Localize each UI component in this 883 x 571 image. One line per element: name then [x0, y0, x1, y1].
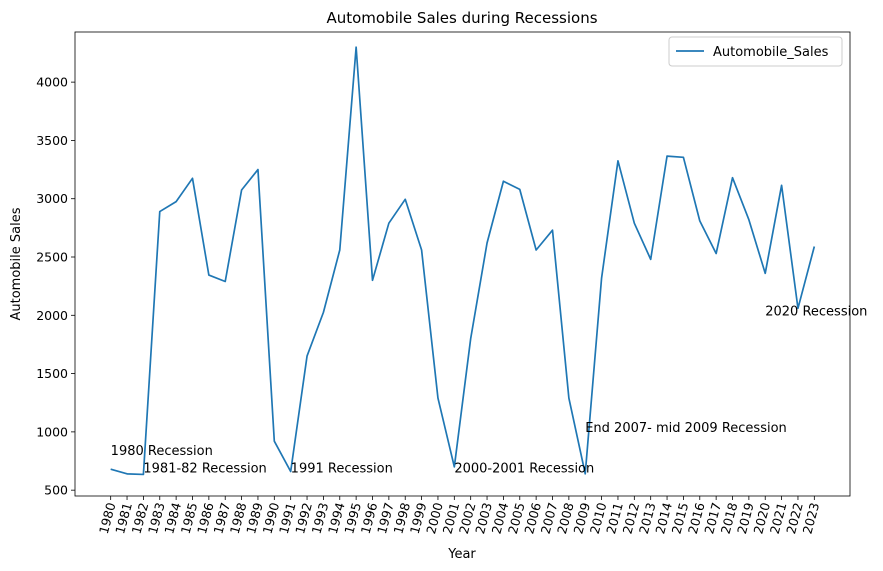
y-tick-label: 3000 — [36, 191, 68, 206]
annotation-label: 2020 Recession — [765, 304, 867, 319]
legend-box — [668, 36, 843, 67]
annotation-label: 1981-82 Recession — [143, 462, 266, 477]
annotation-label: 1991 Recession — [291, 462, 393, 477]
legend: Automobile_Sales — [668, 36, 843, 67]
y-tick-label: 1000 — [36, 424, 68, 439]
chart-title: Automobile Sales during Recessions — [326, 9, 597, 27]
y-tick-label: 3500 — [36, 133, 68, 148]
annotation-label: End 2007- mid 2009 Recession — [585, 421, 787, 436]
axes-frame — [74, 31, 851, 497]
annotation-label: 2000-2001 Recession — [454, 462, 594, 477]
x-axis-label: Year — [447, 547, 476, 562]
plot-area: 5001000150020002500300035004000198019811… — [36, 46, 867, 536]
y-tick-label: 2000 — [36, 308, 68, 323]
y-axis-label: Automobile Sales — [9, 207, 24, 320]
y-tick-label: 500 — [44, 483, 68, 498]
legend-label: Automobile_Sales — [713, 45, 829, 60]
y-tick-label: 1500 — [36, 366, 68, 381]
y-tick-label: 2500 — [36, 250, 68, 265]
y-tick-label: 4000 — [36, 75, 68, 90]
annotation-label: 1980 Recession — [111, 444, 213, 459]
series-line-automobile-sales — [110, 46, 816, 476]
